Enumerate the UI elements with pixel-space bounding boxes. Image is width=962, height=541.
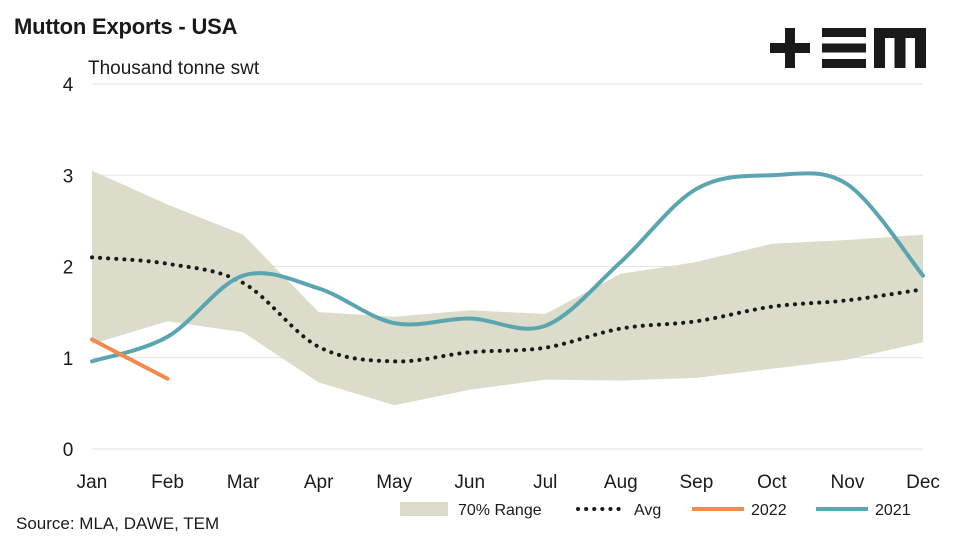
y-axis-ticks: 0 1 2 3 4 <box>63 75 74 461</box>
legend-avg-label: Avg <box>634 502 661 519</box>
x-tick-label-jun: Jun <box>454 472 485 493</box>
range-band-70pct <box>92 170 923 406</box>
legend-range-label: 70% Range <box>458 502 542 519</box>
legend-range-swatch <box>400 502 448 516</box>
tem-logo <box>770 28 926 68</box>
x-tick-label-dec: Dec <box>906 472 940 493</box>
x-tick-label-sep: Sep <box>679 472 713 493</box>
x-axis-ticks: Jan Feb Mar Apr May Jun Jul Aug Sep Oct Nov Dec <box>77 472 940 493</box>
y-tick-label-1: 1 <box>63 349 74 370</box>
y-tick-label-4: 4 <box>63 75 74 96</box>
legend-2021-label: 2021 <box>875 502 911 519</box>
series-2021-line <box>90 171 925 364</box>
chart-title: Mutton Exports - USA <box>14 14 238 39</box>
legend: 70% Range Avg 2022 2021 <box>400 502 911 519</box>
y-tick-label-2: 2 <box>63 258 74 279</box>
series-2022-line <box>90 337 170 381</box>
x-tick-label-oct: Oct <box>757 472 787 493</box>
x-tick-label-feb: Feb <box>151 472 184 493</box>
x-tick-label-may: May <box>376 472 412 493</box>
x-tick-label-nov: Nov <box>831 472 865 493</box>
x-tick-label-jan: Jan <box>77 472 108 493</box>
y-tick-label-0: 0 <box>63 440 74 461</box>
series-avg-line <box>90 255 925 364</box>
x-tick-label-apr: Apr <box>304 472 334 493</box>
x-tick-label-aug: Aug <box>604 472 638 493</box>
legend-2022-label: 2022 <box>751 502 787 519</box>
y-tick-label-3: 3 <box>63 166 74 187</box>
y-axis-unit-label: Thousand tonne swt <box>88 58 260 79</box>
source-note: Source: MLA, DAWE, TEM <box>16 514 220 533</box>
x-tick-label-mar: Mar <box>227 472 260 493</box>
x-tick-label-jul: Jul <box>533 472 557 493</box>
